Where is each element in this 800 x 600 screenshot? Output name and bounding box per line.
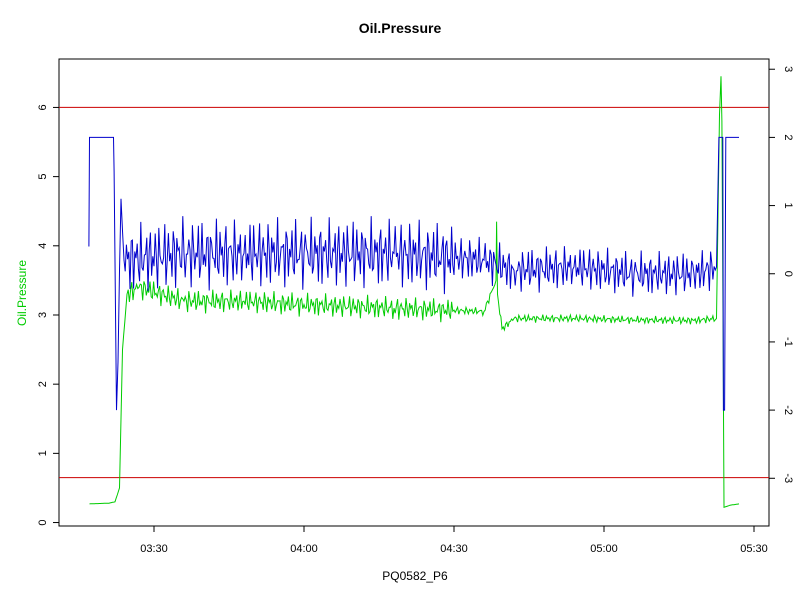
x-tick-label: 04:30 [440,543,468,555]
y-right-tick-label: -2 [782,405,794,415]
chart-title: Oil.Pressure [358,20,442,36]
x-tick-label: 04:00 [290,543,318,555]
series-line-0 [89,76,740,508]
y-tick-label: 5 [37,174,49,180]
series-layer [88,76,740,508]
x-axis-label: PQ0582_P6 [382,569,448,583]
x-tick-label: 05:00 [590,543,618,555]
y-right-tick-label: 3 [782,66,794,72]
y-tick-label: 0 [37,519,49,525]
x-tick-label: 03:30 [140,543,168,555]
y-right-tick-label: -1 [782,337,794,347]
y-right-tick-label: -3 [782,473,794,483]
threshold-lines [59,106,769,479]
y-right-tick-label: 0 [782,271,794,277]
y-right-tick-label: 1 [782,203,794,209]
y-tick-label: 6 [37,104,49,110]
axes-layer: 03:30 04:00 04:30 05:00 05:30 0 1 2 3 4 5 6 -3 -2 -1 0 1… [37,66,794,555]
y-tick-label: 3 [37,312,49,318]
y-tick-label: 2 [37,381,49,387]
x-tick-label: 05:30 [740,543,768,555]
plot-frame [58,58,770,527]
y-tick-label: 1 [37,450,49,456]
y-tick-label: 4 [37,243,49,249]
y-right-tick-label: 2 [782,134,794,140]
series-line-1 [88,136,739,411]
